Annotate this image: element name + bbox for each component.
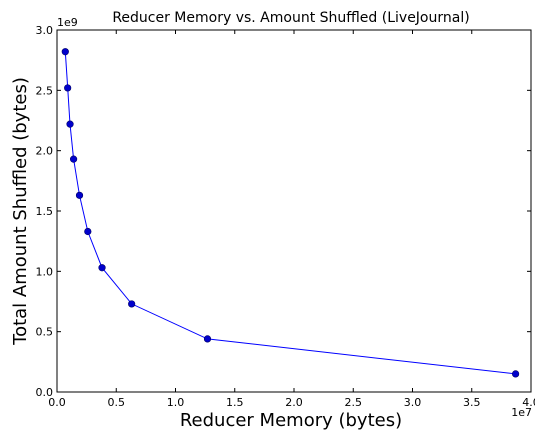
x-tick-label: 3.0 <box>404 396 422 409</box>
data-point <box>64 84 72 92</box>
x-tick-label: 2.0 <box>285 396 303 409</box>
x-tick-label: 2.5 <box>345 396 363 409</box>
data-point <box>61 48 69 56</box>
x-tick-label: 1.5 <box>226 396 244 409</box>
y-tick-label: 1.5 <box>36 205 54 218</box>
data-point <box>511 370 520 378</box>
data-point <box>128 300 136 308</box>
series-line <box>64 51 516 375</box>
data-point <box>84 227 92 236</box>
x-axis-label: Reducer Memory (bytes) <box>180 410 402 431</box>
x-tick-label: 0.0 <box>48 396 66 409</box>
series-layer <box>61 48 520 378</box>
y-tick-label: 0.5 <box>36 326 54 339</box>
y-axis-label: Total Amount Shuffled (bytes) <box>10 77 31 346</box>
data-point <box>69 155 78 163</box>
data-point <box>98 264 106 272</box>
x-tick-label: 3.5 <box>463 396 481 409</box>
y-tick-label: 2.0 <box>36 145 54 158</box>
chart-title: Reducer Memory vs. Amount Shuffled (Live… <box>112 10 469 26</box>
y-tick-label: 1.0 <box>36 265 54 278</box>
x-tick-label: 1.0 <box>167 396 185 409</box>
ticks-layer: 0.0 0.5 1.0 1.5 2.0 2.5 3.0 3.5 4.0 0.0 0.5 1.0 1.5 2… <box>36 24 535 409</box>
data-point <box>75 191 84 199</box>
x-tick-label: 0.5 <box>108 396 126 409</box>
x-offset-label: 1e7 <box>511 406 532 419</box>
y-tick-label: 0.0 <box>36 386 54 399</box>
y-tick-label: 3.0 <box>36 24 54 37</box>
plot-frame <box>56 29 532 393</box>
data-point <box>66 120 74 128</box>
x-tick-label: 4.0 <box>522 396 535 409</box>
data-point <box>203 335 212 343</box>
y-offset-label: 1e9 <box>57 16 78 29</box>
y-tick-label: 2.5 <box>36 84 54 97</box>
